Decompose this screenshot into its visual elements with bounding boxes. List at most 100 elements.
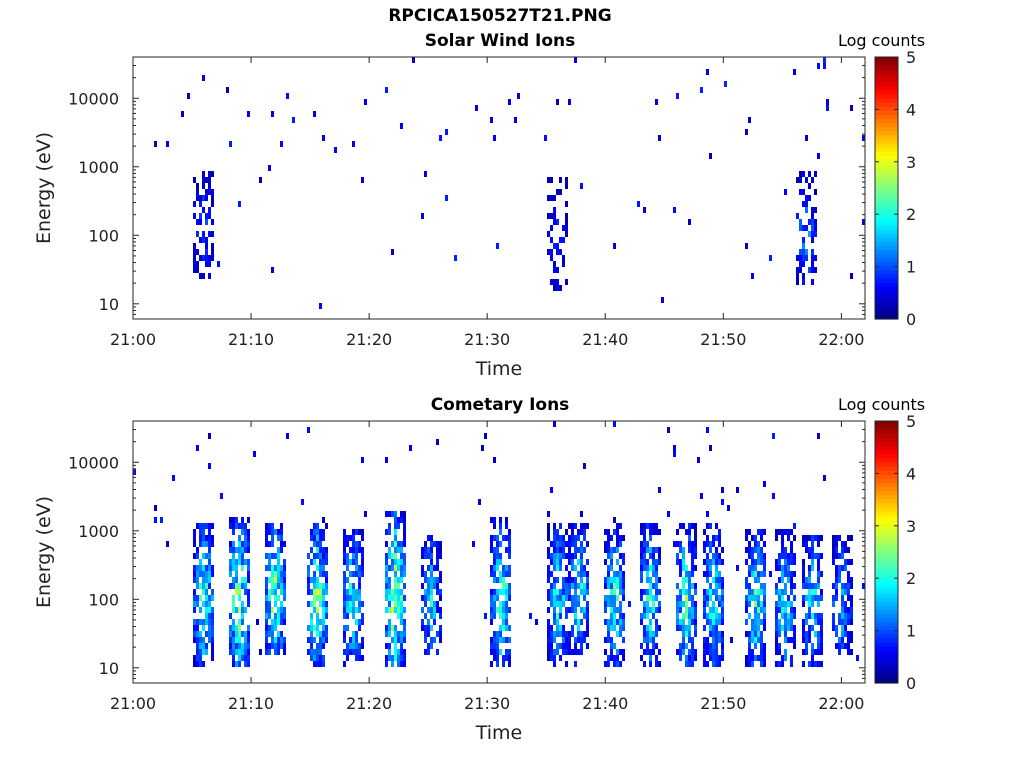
heatmap-cell bbox=[562, 637, 565, 643]
heatmap-cell bbox=[208, 255, 211, 261]
colorbar-tick-label: 4 bbox=[906, 100, 916, 119]
heatmap-cell bbox=[499, 613, 502, 619]
heatmap-cell bbox=[814, 267, 817, 273]
heatmap-cell bbox=[646, 541, 649, 547]
heatmap-cell bbox=[754, 655, 757, 661]
heatmap-cell bbox=[559, 535, 562, 541]
heatmap-cell bbox=[805, 195, 808, 201]
heatmap-cell bbox=[280, 535, 283, 541]
heatmap-cell bbox=[784, 631, 787, 637]
heatmap-cell bbox=[265, 577, 268, 583]
heatmap-cell bbox=[808, 571, 811, 577]
x-axis-label: Time bbox=[475, 358, 523, 380]
heatmap-cell bbox=[562, 595, 565, 601]
heatmap-cell bbox=[754, 631, 757, 637]
heatmap-cell bbox=[646, 649, 649, 655]
heatmap-cell bbox=[586, 619, 589, 625]
heatmap-cell bbox=[646, 613, 649, 619]
heatmap-cell bbox=[421, 607, 424, 613]
heatmap-cell bbox=[757, 607, 760, 613]
heatmap-cell bbox=[703, 589, 706, 595]
heatmap-cell bbox=[658, 589, 661, 595]
heatmap-cell bbox=[265, 625, 268, 631]
heatmap-cell bbox=[715, 631, 718, 637]
heatmap-cell bbox=[649, 619, 652, 625]
colorbar-step bbox=[875, 147, 898, 152]
heatmap-cell bbox=[499, 589, 502, 595]
heatmap-cell bbox=[568, 589, 571, 595]
heatmap-cell bbox=[202, 589, 205, 595]
heatmap-cell bbox=[205, 583, 208, 589]
heatmap-cell bbox=[208, 523, 211, 529]
heatmap-cell bbox=[268, 595, 271, 601]
heatmap-cell bbox=[307, 649, 310, 655]
heatmap-cell bbox=[505, 637, 508, 643]
heatmap-cell bbox=[556, 625, 559, 631]
heatmap-cell bbox=[241, 529, 244, 535]
heatmap-cell bbox=[820, 613, 823, 619]
heatmap-cell bbox=[313, 571, 316, 577]
heatmap-cell bbox=[496, 547, 499, 553]
heatmap-cell bbox=[805, 577, 808, 583]
heatmap-cell bbox=[493, 637, 496, 643]
heatmap-cell bbox=[715, 577, 718, 583]
heatmap-cell bbox=[394, 523, 397, 529]
heatmap-cell bbox=[241, 553, 244, 559]
heatmap-cell bbox=[562, 553, 565, 559]
heatmap-cell bbox=[325, 583, 328, 589]
heatmap-cell bbox=[703, 655, 706, 661]
heatmap-cell bbox=[748, 637, 751, 643]
heatmap-cell bbox=[841, 619, 844, 625]
heatmap-cell bbox=[385, 87, 388, 93]
heatmap-cell bbox=[436, 601, 439, 607]
heatmap-cell bbox=[193, 577, 196, 583]
colorbar-step bbox=[875, 654, 898, 660]
heatmap-cell bbox=[754, 577, 757, 583]
heatmap-cell bbox=[550, 279, 553, 285]
heatmap-cell bbox=[427, 565, 430, 571]
heatmap-cell bbox=[679, 655, 682, 661]
heatmap-cell bbox=[676, 649, 679, 655]
heatmap-cell bbox=[316, 607, 319, 613]
heatmap-cell bbox=[817, 583, 820, 589]
heatmap-cell bbox=[562, 541, 565, 547]
heatmap-cell bbox=[202, 535, 205, 541]
heatmap-cell bbox=[283, 589, 286, 595]
heatmap-cell bbox=[313, 637, 316, 643]
heatmap-cell bbox=[619, 523, 622, 529]
heatmap-cell bbox=[616, 523, 619, 529]
heatmap-cell bbox=[580, 577, 583, 583]
colorbar-step bbox=[875, 502, 898, 508]
heatmap-cell bbox=[397, 559, 400, 565]
heatmap-cell bbox=[565, 225, 568, 231]
heatmap-cell bbox=[427, 643, 430, 649]
heatmap-cell bbox=[247, 565, 250, 571]
heatmap-cell bbox=[361, 637, 364, 643]
heatmap-cell bbox=[553, 565, 556, 571]
heatmap-cell bbox=[358, 649, 361, 655]
heatmap-cell bbox=[211, 195, 214, 201]
colorbar-step bbox=[875, 97, 898, 103]
heatmap-cell bbox=[556, 577, 559, 583]
heatmap-cell bbox=[283, 637, 286, 643]
heatmap-cell bbox=[496, 631, 499, 637]
heatmap-cell bbox=[352, 589, 355, 595]
heatmap-cell bbox=[568, 571, 571, 577]
colorbar-step bbox=[875, 478, 898, 484]
heatmap-cell bbox=[199, 661, 202, 667]
heatmap-cell bbox=[274, 577, 277, 583]
heatmap-cell bbox=[307, 577, 310, 583]
heatmap-cell bbox=[271, 523, 274, 529]
heatmap-cell bbox=[319, 637, 322, 643]
heatmap-cell bbox=[196, 249, 199, 255]
heatmap-cell bbox=[604, 583, 607, 589]
heatmap-cell bbox=[400, 643, 403, 649]
heatmap-cell bbox=[808, 625, 811, 631]
heatmap-cell bbox=[691, 541, 694, 547]
heatmap-cell bbox=[721, 649, 724, 655]
heatmap-cell bbox=[283, 559, 286, 565]
heatmap-cell bbox=[763, 595, 766, 601]
heatmap-cell bbox=[196, 661, 199, 667]
heatmap-cell bbox=[847, 637, 850, 643]
heatmap-cell bbox=[553, 661, 556, 667]
